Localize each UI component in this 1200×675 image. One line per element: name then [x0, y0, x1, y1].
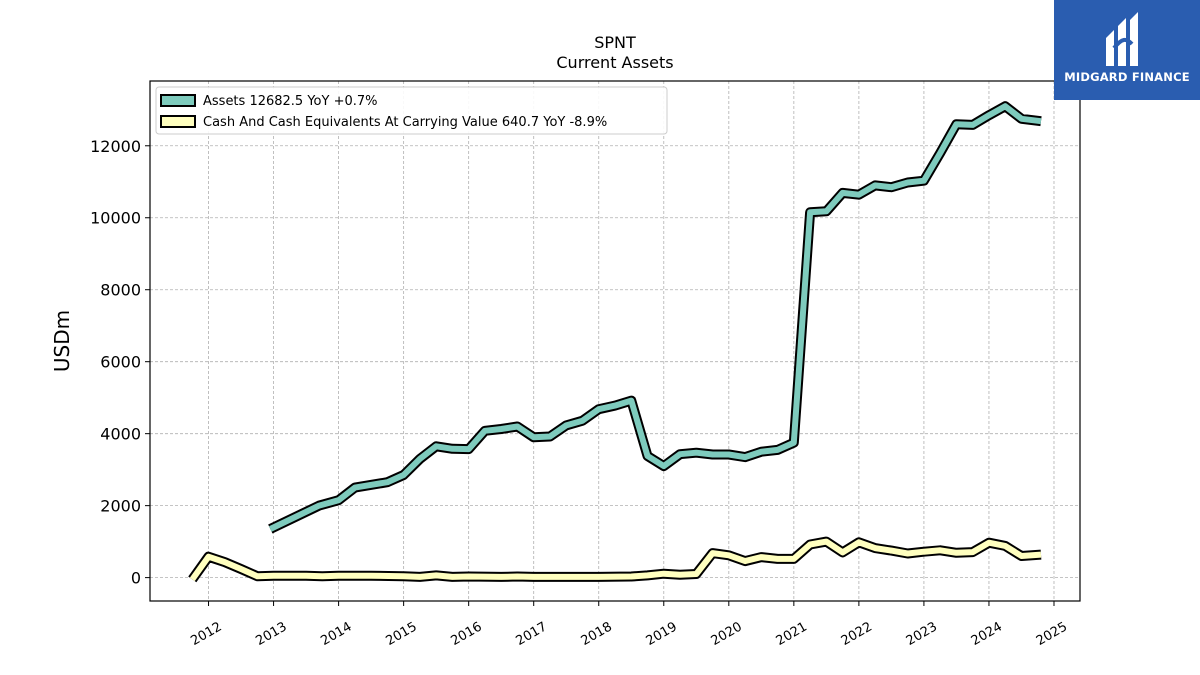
series-layer: [188, 101, 1042, 583]
x-tick-label: 2014: [318, 619, 354, 649]
x-tick-label: 2021: [774, 619, 810, 649]
logo-mark-icon: [1106, 12, 1138, 66]
x-tick-label: 2022: [839, 619, 875, 649]
legend-entry: Assets 12682.5 YoY +0.7%: [203, 94, 378, 109]
x-tick-label: 2017: [514, 619, 550, 649]
y-tick-label: 2000: [100, 497, 141, 516]
series-line-1: [189, 538, 1042, 582]
x-tick-label: 2020: [709, 619, 745, 649]
logo-text: MIDGARD FINANCE: [1064, 70, 1190, 84]
legend: Assets 12682.5 YoY +0.7% Cash And Cash Eq…: [155, 86, 668, 135]
y-tick-label: 6000: [100, 353, 141, 372]
x-tick-label: 2012: [188, 619, 224, 649]
grid: [150, 81, 1080, 601]
y-axis-label: USDm: [50, 310, 74, 372]
series-outline-0: [268, 101, 1042, 534]
x-tick-label: 2023: [904, 619, 940, 649]
x-tick-label: 2015: [383, 619, 419, 649]
x-tick-label: 2024: [969, 619, 1005, 649]
brand-logo: MIDGARD FINANCE: [1054, 0, 1200, 100]
x-tick-label: 2019: [644, 619, 680, 649]
x-tick-label: 2018: [579, 619, 615, 649]
chart-title: SPNT: [594, 33, 636, 52]
x-tick-label: 2016: [449, 619, 485, 649]
x-tick-label: 2013: [253, 619, 289, 649]
legend-entry: Cash And Cash Equivalents At Carrying Va…: [203, 115, 607, 130]
y-tick-label: 10000: [90, 209, 141, 228]
y-tick-label: 8000: [100, 281, 141, 300]
x-tick-label: 2025: [1034, 619, 1070, 649]
y-tick-label: 12000: [90, 137, 141, 156]
legend-box: [155, 86, 668, 135]
chart-subtitle: Current Assets: [556, 53, 673, 72]
y-tick-label: 0: [131, 569, 141, 588]
plot-frame: [149, 80, 1081, 602]
y-axis: 0 2000 4000 6000 8000 10000 12000: [90, 137, 150, 588]
legend-swatch: [160, 94, 196, 107]
x-axis: 2012 2013 2014 2015 2016 2017 2018 2019 2020 2021…: [188, 601, 1070, 649]
series-line-0: [269, 103, 1042, 532]
legend-swatch: [160, 115, 196, 128]
y-tick-label: 4000: [100, 425, 141, 444]
